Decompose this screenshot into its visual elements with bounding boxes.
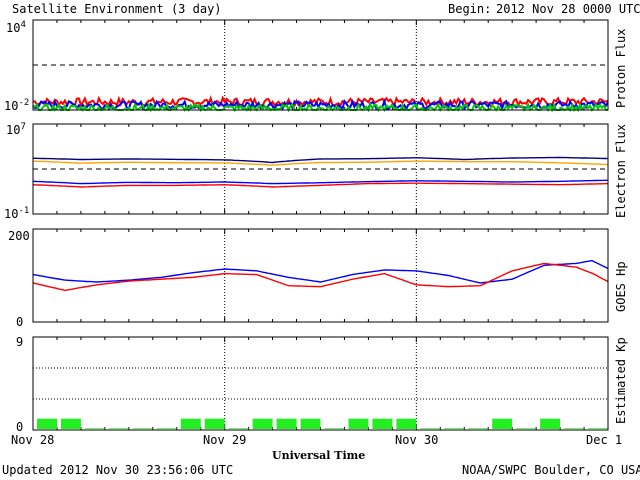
kp-bar-4 <box>108 428 129 429</box>
kp-bar-22 <box>540 418 561 429</box>
kp-bar-16 <box>396 418 417 429</box>
kp-bar-23 <box>564 428 585 429</box>
kp-ytick-bottom: 0 <box>16 420 24 434</box>
hp-ytick-bottom: 0 <box>16 315 24 329</box>
proton-ytick-top: 104 <box>6 20 26 35</box>
panel-4-border <box>32 336 609 431</box>
hp-ytick-top: 200 <box>8 229 30 243</box>
kp-bar-13 <box>324 428 345 429</box>
kp-bar-19 <box>468 428 489 429</box>
kp-bar-8 <box>204 418 225 429</box>
goes-hp-label: GOES Hp <box>614 261 628 312</box>
electron-ytick-top: 107 <box>6 122 26 137</box>
source-credit: NOAA/SWPC Boulder, CO USA <box>462 463 640 477</box>
kp-bar-18 <box>444 428 465 429</box>
begin-label: Begin: <box>448 2 492 16</box>
kp-bar-12 <box>300 418 321 429</box>
updated-timestamp: Updated 2012 Nov 30 23:56:06 UTC <box>2 463 234 477</box>
xtick-dec1: Dec 1 <box>586 433 623 447</box>
kp-bar-14 <box>348 418 369 429</box>
kp-bar-3 <box>84 428 105 429</box>
panel-3-border <box>32 228 609 323</box>
begin-value: 2012 Nov 28 0000 UTC <box>496 2 640 16</box>
kp-bar-11 <box>276 418 297 429</box>
xtick-nov29: Nov 29 <box>203 433 247 447</box>
kp-bar-20 <box>492 418 513 429</box>
series-1-3-line <box>32 101 608 113</box>
kp-bar-17 <box>420 428 441 429</box>
chart-title: Satellite Environment (3 day) <box>12 2 222 16</box>
xtick-nov30: Nov 30 <box>395 433 439 447</box>
kp-bar-6 <box>156 428 177 429</box>
series-2-1-line <box>33 156 608 164</box>
kp-bar-1 <box>37 418 57 429</box>
kp-bar-15 <box>372 418 393 429</box>
series-2-3-line <box>32 179 608 185</box>
x-axis-label: Universal Time <box>272 449 366 462</box>
panel-1-border <box>32 19 609 111</box>
kp-bar-9 <box>228 428 249 429</box>
kp-ytick-top: 9 <box>16 335 24 349</box>
kp-bar-5 <box>132 428 153 429</box>
kp-bar-10 <box>252 418 273 429</box>
panel-4-frame <box>32 336 609 431</box>
panel-2-border <box>32 123 609 215</box>
kp-bar-7 <box>180 418 201 429</box>
estimated-kp-label: Estimated Kp <box>614 337 628 424</box>
kp-bar-2 <box>60 418 81 429</box>
series-3-2-line <box>32 262 609 292</box>
series-2-4-line <box>32 182 609 188</box>
kp-bar-21 <box>516 428 537 429</box>
series-2-2-line <box>32 160 609 166</box>
proton-ytick-bottom: 10-2 <box>4 98 30 113</box>
proton-flux-label: Proton Flux <box>614 28 628 108</box>
xtick-nov28: Nov 28 <box>11 433 55 447</box>
electron-flux-label: Electron Flux <box>614 124 628 218</box>
electron-ytick-bottom: 10-1 <box>4 206 30 221</box>
kp-bar-24 <box>588 428 608 429</box>
series-3-1-line <box>32 259 609 284</box>
